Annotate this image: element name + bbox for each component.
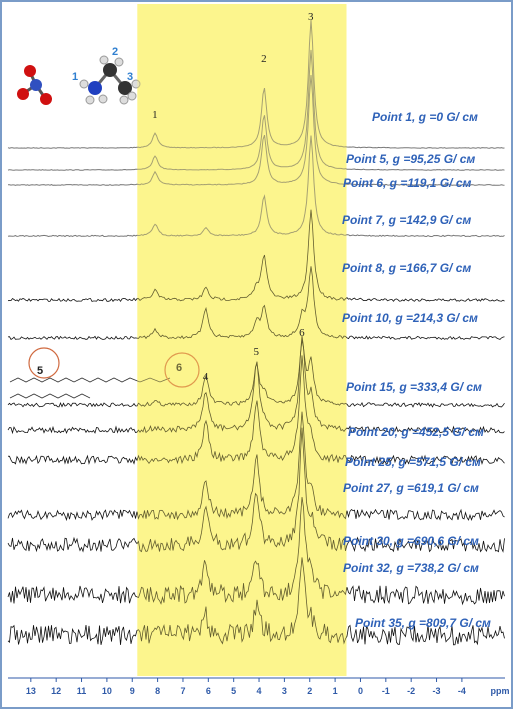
spectrum-trace [7, 335, 505, 435]
x-tick-label: 1 [333, 686, 338, 696]
spectrum-trace [7, 74, 505, 186]
series-label: Point 10, g =214,3 G/ cм [342, 311, 478, 325]
x-tick-label: -3 [433, 686, 441, 696]
spectrum-trace [7, 557, 505, 646]
spectrum-trace [7, 209, 505, 303]
spectrum-trace [7, 355, 505, 466]
spectrum-trace [7, 19, 505, 149]
spectrum-trace [7, 411, 505, 522]
molecule [17, 55, 141, 105]
peak-label: 5 [254, 346, 260, 358]
x-tick-label: 12 [51, 686, 61, 696]
series-label: Point 7, g =142,9 G/ cм [342, 213, 471, 227]
x-tick-label: 11 [77, 686, 87, 696]
peak-label: 2 [261, 53, 267, 65]
x-tick-label: -2 [407, 686, 415, 696]
x-tick-label: 2 [307, 686, 312, 696]
series-label: Point 30, g =690,6 G/ cм [343, 534, 479, 548]
x-tick-label: 0 [358, 686, 363, 696]
series-label: Point 1, g =0 G/ cм [372, 110, 478, 124]
spectrum-trace [7, 135, 505, 238]
x-tick-label: 6 [206, 686, 211, 696]
x-axis-label: ppm [491, 686, 510, 696]
series-label: Point 5, g =95,25 G/ cм [346, 152, 475, 166]
series-label: Point 8, g =166,7 G/ cм [342, 261, 471, 275]
series-label: Point 32, g =738,2 G/ cм [343, 561, 479, 575]
x-tick-label: 13 [26, 686, 36, 696]
spectrum-trace [7, 266, 505, 340]
highlight-band [137, 4, 347, 676]
x-tick-label: 7 [180, 686, 185, 696]
x-tick-label: 9 [130, 686, 135, 696]
spectrum-trace [7, 497, 505, 606]
peak-label: 1 [152, 109, 158, 121]
x-tick-label: 3 [282, 686, 287, 696]
series-label: Point 6, g =119,1 G/ cм [343, 176, 471, 190]
x-tick-label: -1 [382, 686, 390, 696]
spectrum-trace [7, 49, 505, 171]
lipid-label: 5 [37, 365, 43, 377]
x-tick-label: 8 [155, 686, 160, 696]
x-tick-label: 10 [102, 686, 112, 696]
series-label: Point 15, g =333,4 G/ cм [346, 380, 482, 394]
series-label: Point 27, g =619,1 G/ cм [343, 481, 479, 495]
x-tick-label: 4 [257, 686, 262, 696]
spectrum-trace [7, 427, 505, 553]
series-label: Point 35, g =809,7 G/ cм [355, 616, 491, 630]
molecule-label: 1 [72, 71, 78, 83]
peak-label: 6 [299, 327, 305, 339]
peak-label: 4 [203, 371, 209, 383]
peak-label: 3 [308, 11, 314, 23]
lipid-structure [9, 347, 200, 399]
x-tick-label: -4 [458, 686, 466, 696]
x-tick-label: 5 [231, 686, 236, 696]
series-label: Point 25, g =571,5 G/ cм [345, 455, 481, 469]
lipid-label: 6 [176, 362, 182, 374]
series-label: Point 20, g =452,5 G/ cм [348, 425, 484, 439]
molecule-label: 3 [127, 71, 133, 83]
molecule-label: 2 [112, 46, 118, 58]
